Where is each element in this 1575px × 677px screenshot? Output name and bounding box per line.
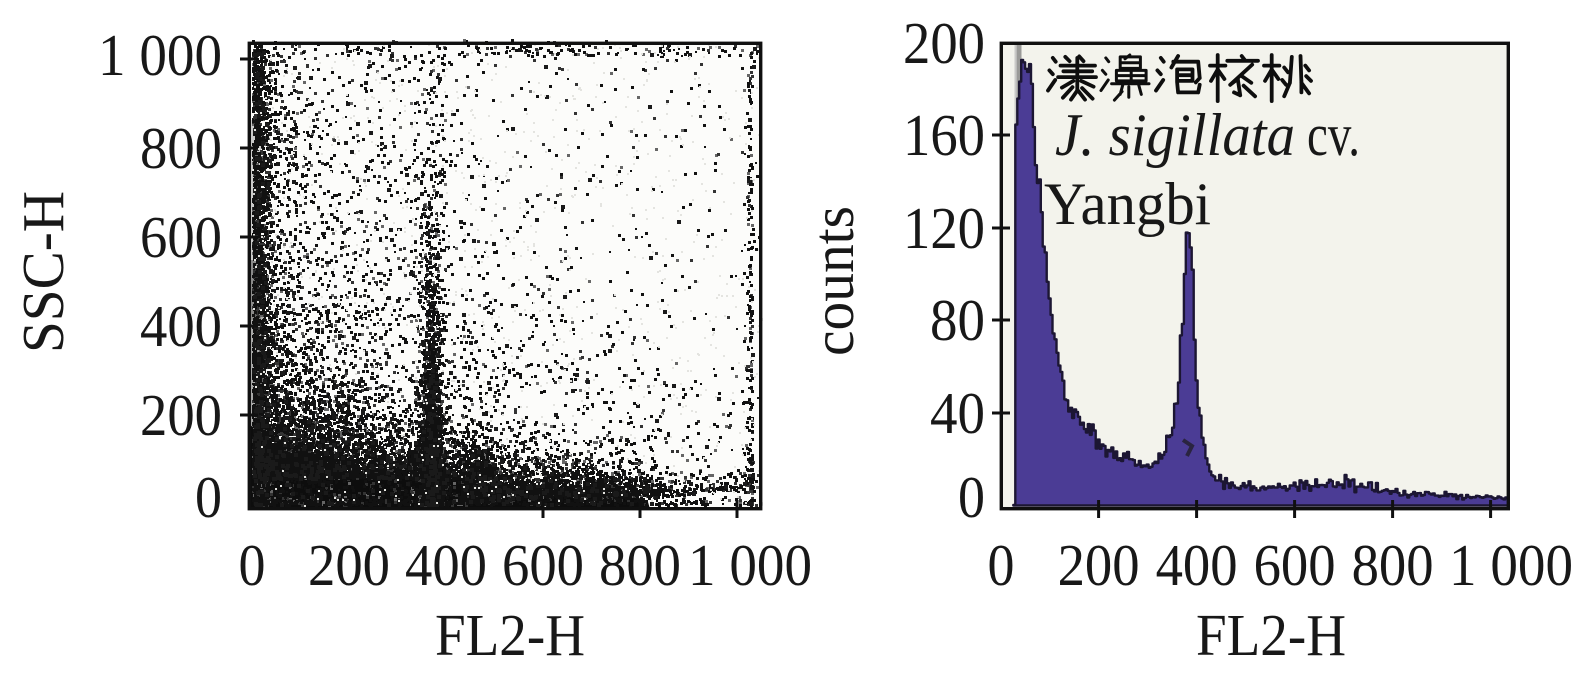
svg-text:0: 0 <box>195 464 222 530</box>
svg-text:0: 0 <box>958 464 985 530</box>
svg-text:600: 600 <box>1254 532 1336 598</box>
svg-text:200: 200 <box>308 532 390 598</box>
svg-text:Yangbi: Yangbi <box>1044 171 1211 237</box>
svg-text:800: 800 <box>1352 532 1434 598</box>
svg-text:counts: counts <box>800 206 866 356</box>
svg-text:0: 0 <box>988 532 1015 598</box>
svg-text:FL2-H: FL2-H <box>435 602 585 668</box>
svg-text:SSC-H: SSC-H <box>10 191 76 353</box>
svg-text:FL2-H: FL2-H <box>1196 602 1346 668</box>
svg-text:40: 40 <box>930 380 985 446</box>
svg-text:400: 400 <box>140 293 222 359</box>
svg-text:80: 80 <box>930 287 985 353</box>
svg-text:600: 600 <box>140 204 222 270</box>
svg-text:1 000: 1 000 <box>688 532 812 598</box>
svg-text:400: 400 <box>1156 532 1238 598</box>
svg-text:120: 120 <box>903 195 985 261</box>
svg-text:600: 600 <box>502 532 584 598</box>
svg-text:400: 400 <box>405 532 487 598</box>
svg-text:1 000: 1 000 <box>98 22 222 88</box>
svg-text:160: 160 <box>903 102 985 168</box>
svg-text:J. sigillata: J. sigillata <box>1055 102 1295 168</box>
svg-text:200: 200 <box>1058 532 1140 598</box>
svg-text:800: 800 <box>140 115 222 181</box>
svg-text:200: 200 <box>903 10 985 76</box>
svg-text:1 000: 1 000 <box>1449 532 1573 598</box>
svg-text:800: 800 <box>599 532 681 598</box>
svg-text:200: 200 <box>140 382 222 448</box>
svg-text:0: 0 <box>239 532 266 598</box>
svg-text:cv.: cv. <box>1307 102 1360 168</box>
